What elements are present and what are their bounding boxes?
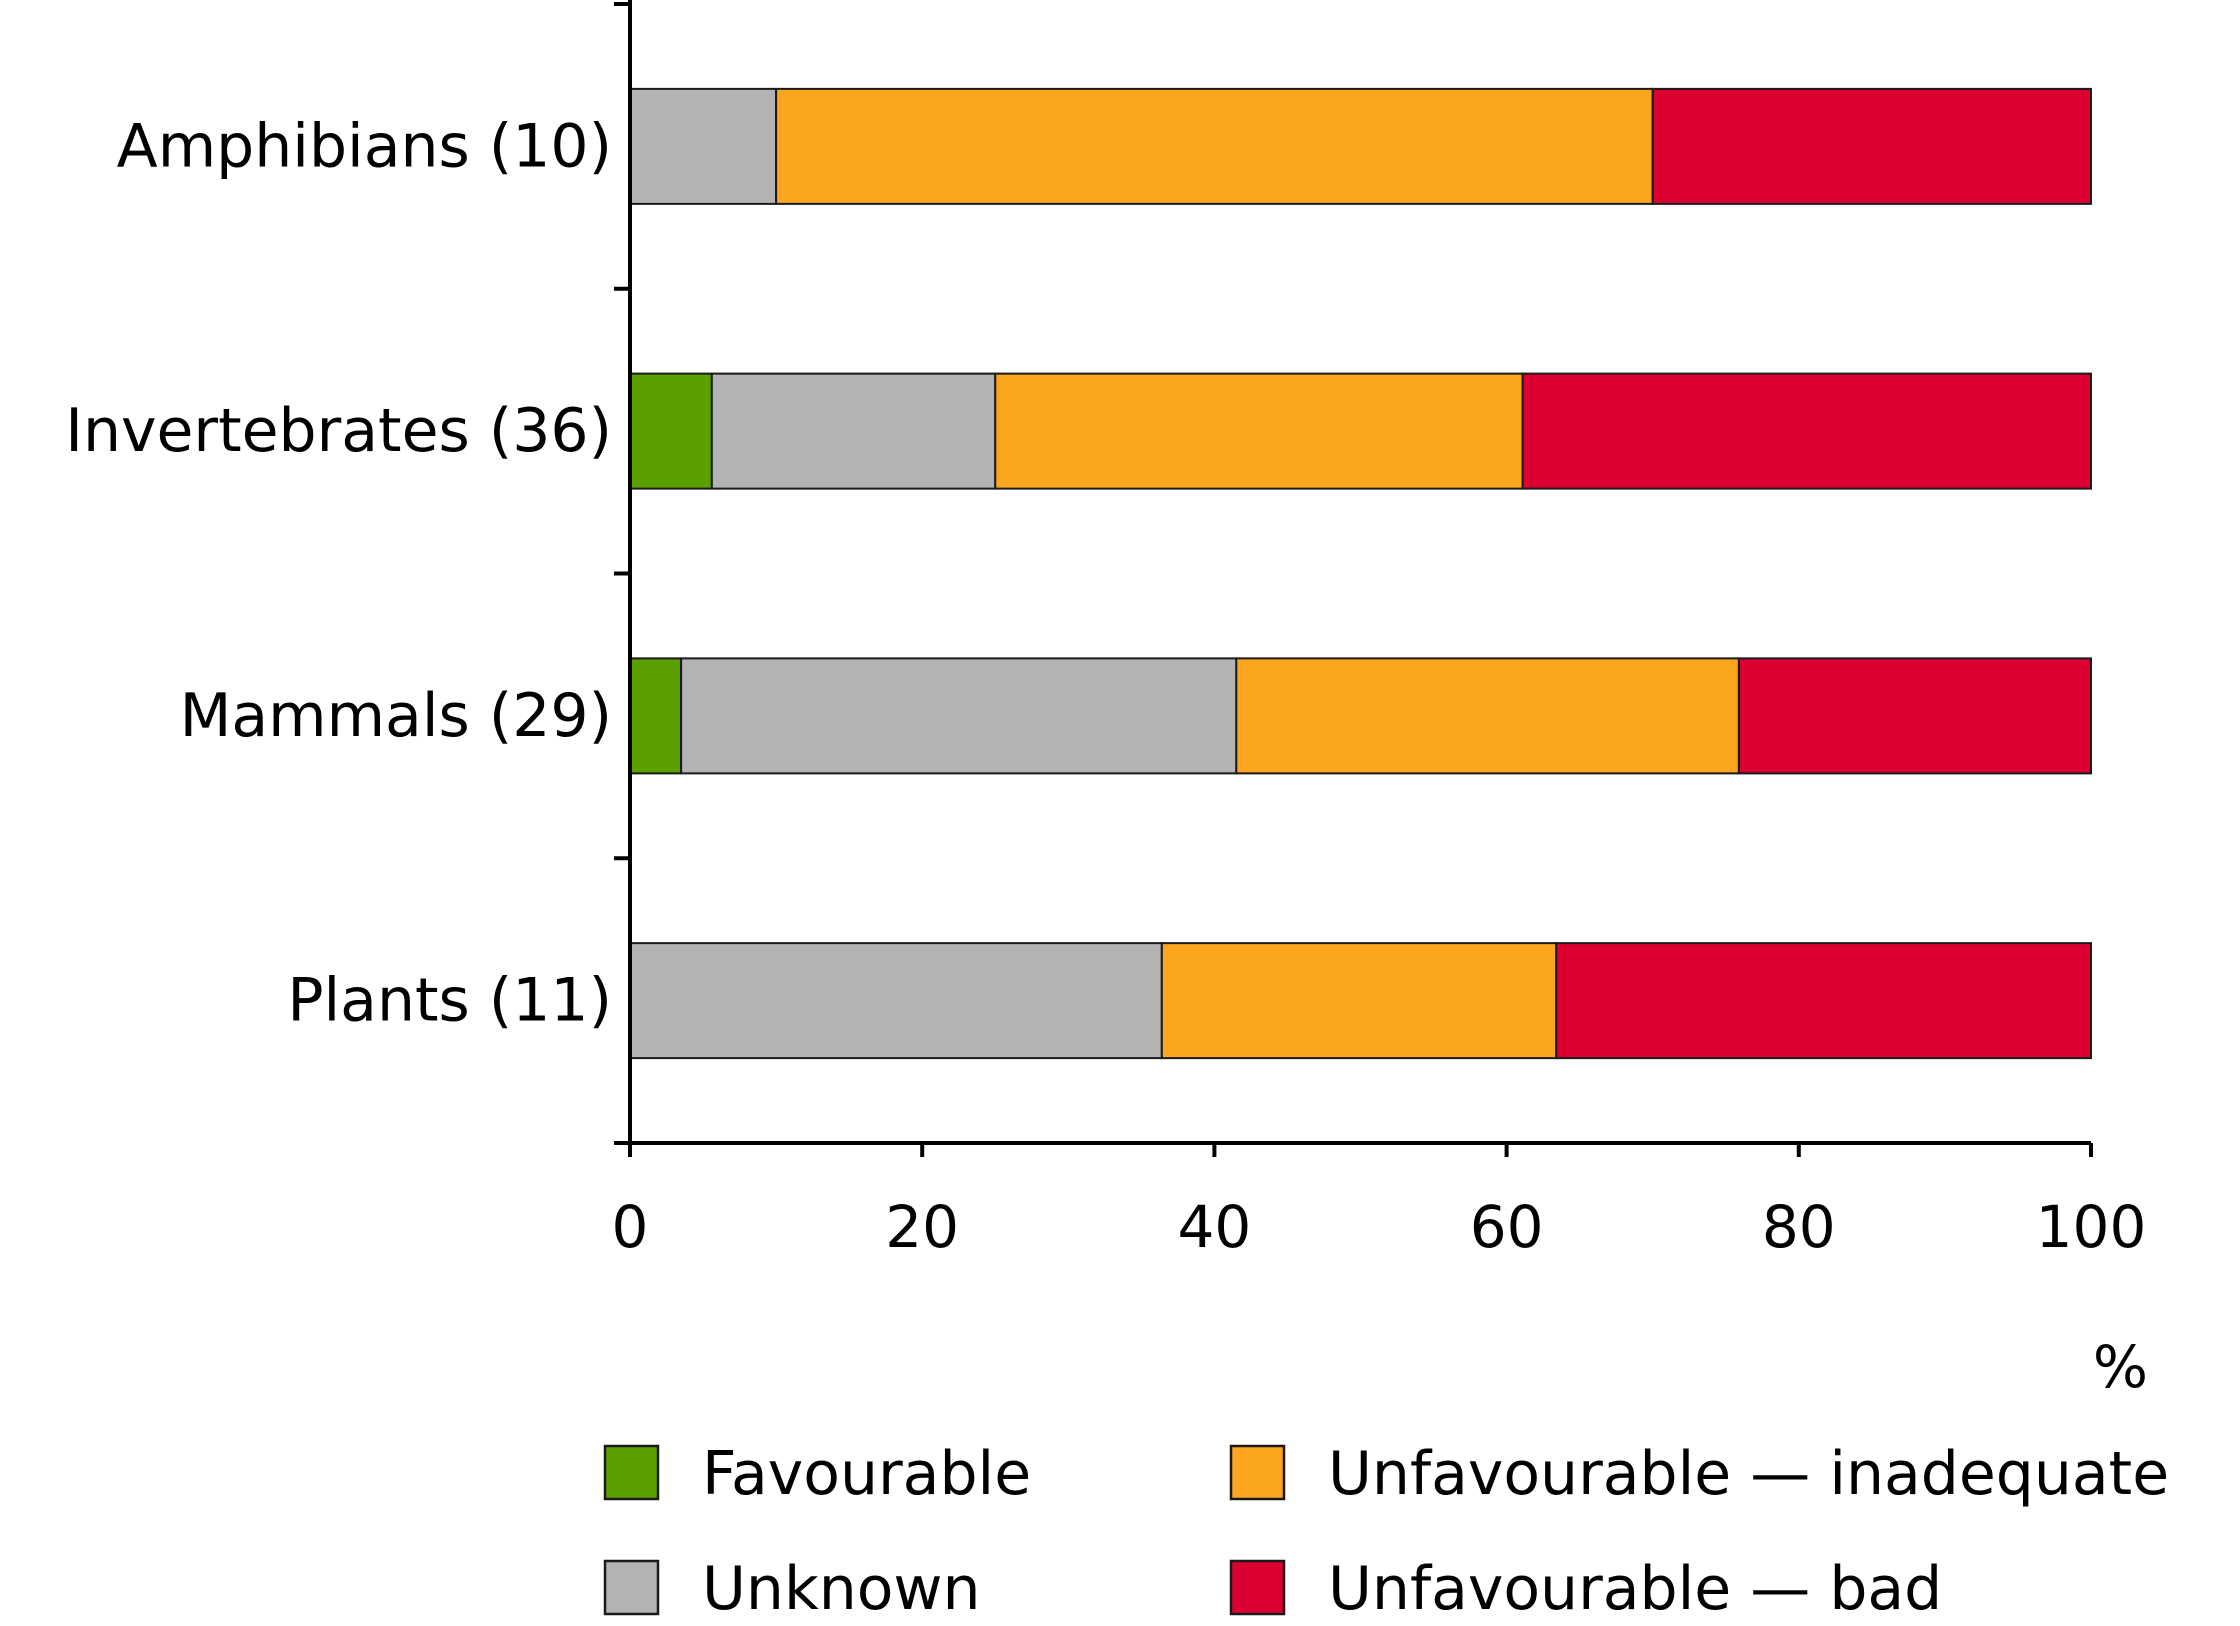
bar-mammals-29-favourable: [629, 657, 683, 775]
bar-plants-11-unfavourable-inadequate: [1160, 942, 1558, 1060]
y-tick-label: Plants (11): [287, 966, 612, 1036]
axes-layer: [614, 0, 2093, 1157]
bar-invertebrates-36-unfavourable-bad: [1521, 372, 2092, 490]
x-tick-label: 100: [2036, 1193, 2147, 1261]
bar-mammals-29-unfavourable-bad: [1737, 657, 2093, 775]
bar-amphibians-10-unknown: [629, 87, 778, 205]
x-tick-label: 0: [612, 1193, 649, 1261]
bar-amphibians-10-unfavourable-bad: [1651, 87, 2092, 205]
bars-layer: [629, 87, 2093, 1060]
legend-swatch-unknown: [603, 1559, 660, 1616]
x-tick-label: 60: [1470, 1193, 1544, 1261]
legend-label: Unfavourable — inadequate: [1328, 1439, 2169, 1509]
bar-invertebrates-36-unfavourable-inadequate: [994, 372, 1524, 490]
y-tick-label: Amphibians (10): [117, 111, 612, 181]
x-tick-label: 20: [885, 1193, 959, 1261]
x-tick-label: 40: [1177, 1193, 1251, 1261]
legend-label: Favourable: [702, 1439, 1031, 1509]
x-tick-label: 80: [1762, 1193, 1836, 1261]
bar-invertebrates-36-favourable: [629, 372, 713, 490]
bar-amphibians-10-unfavourable-inadequate: [775, 87, 1654, 205]
y-tick-label: Mammals (29): [180, 681, 612, 751]
x-axis-label: %: [2093, 1333, 2148, 1401]
legend: Favourable Unknown Unfavourable — inadequa…: [603, 1439, 2169, 1624]
bar-plants-11-unknown: [629, 942, 1163, 1060]
bar-mammals-29-unfavourable-inadequate: [1235, 657, 1740, 775]
legend-swatch-favourable: [603, 1444, 660, 1501]
legend-label: Unknown: [702, 1554, 981, 1622]
legend-label: Unfavourable — bad: [1328, 1554, 1942, 1622]
bar-invertebrates-36-unknown: [710, 372, 997, 490]
labels-layer: Amphibians (10) Invertebrates (36) Mammals…: [65, 111, 2146, 1261]
bar-mammals-29-unknown: [680, 657, 1238, 775]
legend-swatch-unfavourable-bad: [1229, 1559, 1286, 1616]
legend-swatch-unfavourable-inadequate: [1229, 1444, 1286, 1501]
bar-plants-11-unfavourable-bad: [1555, 942, 2093, 1060]
y-tick-label: Invertebrates (36): [65, 396, 612, 466]
